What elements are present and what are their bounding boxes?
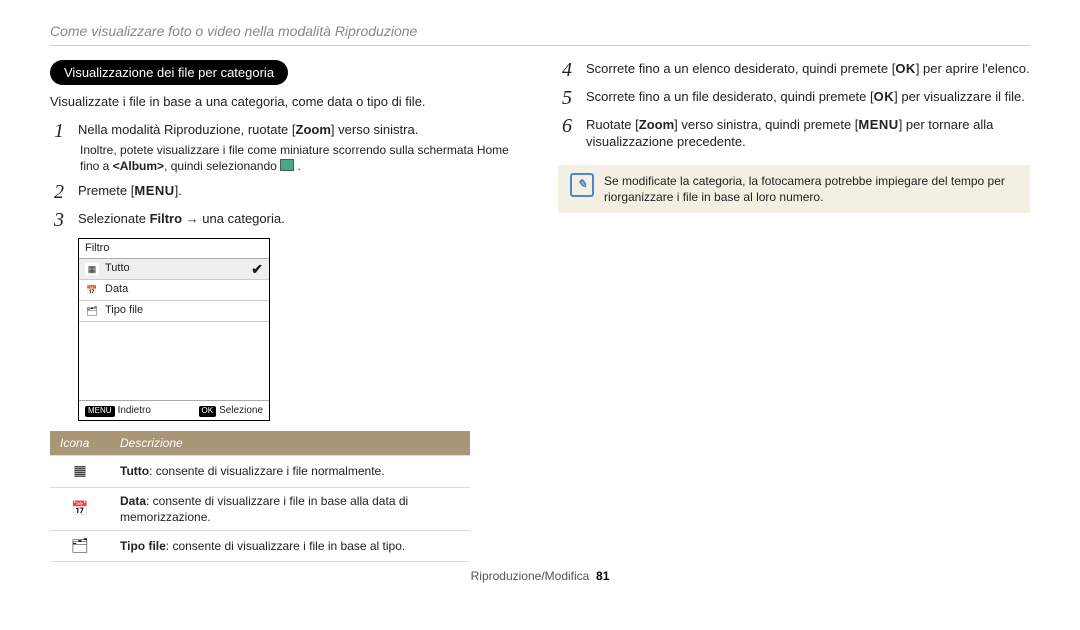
- calendar-icon: 📅: [85, 284, 99, 296]
- filter-row-tipofile[interactable]: 🗂 Tipo file: [79, 301, 269, 322]
- step-number: 3: [50, 210, 68, 230]
- row-text: : consente di visualizzare i file in bas…: [120, 494, 408, 524]
- back-label: Indietro: [118, 405, 151, 416]
- filter-row-data[interactable]: 📅 Data: [79, 280, 269, 301]
- filter-panel: Filtro ▦ Tutto ✔ 📅 Data 🗂 Tipo file MENU…: [78, 238, 270, 421]
- step-text: Selezionate: [78, 211, 150, 226]
- arrow-icon: →: [182, 211, 202, 226]
- note-text: Se modificate la categoria, la fotocamer…: [604, 173, 1018, 205]
- description-table: Icona Descrizione ▦ Tutto: consente di v…: [50, 431, 470, 562]
- ok-label: OK: [895, 61, 916, 76]
- filter-row-tutto[interactable]: ▦ Tutto ✔: [79, 259, 269, 280]
- step-text: ] per visualizzare il file.: [894, 89, 1025, 104]
- step-text: ] verso sinistra.: [331, 122, 418, 137]
- ok-tag: OK: [199, 406, 217, 417]
- step-text: una categoria.: [202, 211, 284, 226]
- menu-tag: MENU: [85, 406, 115, 417]
- section-intro: Visualizzate i file in base a una catego…: [50, 93, 522, 111]
- page-header: Come visualizzare foto o video nella mod…: [50, 22, 1030, 46]
- row-text: : consente di visualizzare i file normal…: [149, 464, 384, 478]
- note-icon: ✎: [570, 173, 594, 197]
- table-row: 🗂 Tipo file: consente di visualizzare i …: [50, 531, 470, 562]
- zoom-label: Zoom: [639, 117, 674, 132]
- select-label: Selezione: [219, 405, 263, 416]
- ok-label: OK: [874, 89, 895, 104]
- all-icon: ▦: [85, 263, 99, 275]
- step-text: ] verso sinistra, quindi premete [: [674, 117, 858, 132]
- row-bold: Data: [120, 494, 146, 508]
- step-number: 1: [50, 121, 68, 174]
- filetype-icon: 🗂: [85, 305, 99, 317]
- zoom-label: Zoom: [296, 122, 331, 137]
- filter-footer-right: OKSelezione: [199, 404, 263, 418]
- step-number: 4: [558, 60, 576, 80]
- step-text: Ruotate [: [586, 117, 639, 132]
- filter-panel-title: Filtro: [79, 239, 269, 259]
- table-head-icon: Icona: [50, 431, 110, 456]
- filter-row-label: Tipo file: [105, 303, 143, 318]
- filter-footer-left: MENUIndietro: [85, 404, 151, 418]
- filter-empty-area: [79, 322, 269, 401]
- page-footer: Riproduzione/Modifica 81: [50, 568, 1030, 584]
- section-pill: Visualizzazione dei file per categoria: [50, 60, 288, 86]
- menu-label: MENU: [858, 117, 898, 132]
- album-label: <Album>: [113, 159, 164, 173]
- footer-page: 81: [596, 569, 609, 583]
- step-number: 2: [50, 182, 68, 202]
- menu-label: MENU: [134, 183, 174, 198]
- filetype-icon: 🗂: [71, 538, 89, 552]
- filter-row-label: Data: [105, 282, 128, 297]
- substep-text: , quindi selezionando: [164, 159, 280, 173]
- calendar-icon: 📅: [71, 501, 88, 515]
- note-box: ✎ Se modificate la categoria, la fotocam…: [558, 165, 1030, 213]
- step-text: Scorrete fino a un elenco desiderato, qu…: [586, 61, 895, 76]
- row-text: : consente di visualizzare i file in bas…: [166, 539, 405, 553]
- step-text: ] per aprire l'elenco.: [916, 61, 1030, 76]
- table-row: 📅 Data: consente di visualizzare i file …: [50, 487, 470, 530]
- check-icon: ✔: [251, 263, 263, 275]
- filter-row-label: Tutto: [105, 261, 130, 276]
- table-row: ▦ Tutto: consente di visualizzare i file…: [50, 456, 470, 487]
- step-number: 5: [558, 88, 576, 108]
- step-text: Premete [: [78, 183, 134, 198]
- right-column: 4 Scorrete fino a un elenco desiderato, …: [558, 60, 1030, 562]
- all-icon: ▦: [73, 463, 86, 477]
- album-icon: [280, 159, 294, 171]
- table-head-desc: Descrizione: [110, 431, 470, 456]
- left-column: Visualizzazione dei file per categoria V…: [50, 60, 522, 562]
- step-text: Scorrete fino a un file desiderato, quin…: [586, 89, 874, 104]
- footer-section: Riproduzione/Modifica: [471, 569, 590, 583]
- step-text: Nella modalità Riproduzione, ruotate [: [78, 122, 296, 137]
- row-bold: Tutto: [120, 464, 149, 478]
- row-bold: Tipo file: [120, 539, 166, 553]
- filtro-label: Filtro: [150, 211, 183, 226]
- step-text: ].: [175, 183, 182, 198]
- step-number: 6: [558, 116, 576, 151]
